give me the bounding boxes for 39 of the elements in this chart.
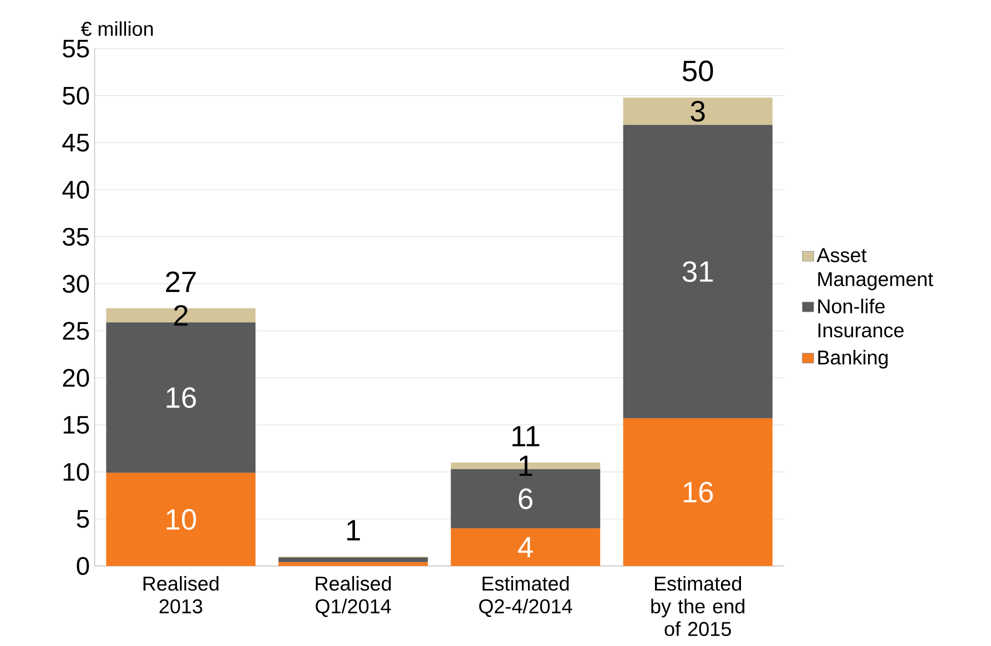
y-tick-label: 55	[62, 40, 89, 58]
data-label: 31	[682, 261, 713, 282]
y-tick-label: 40	[62, 180, 89, 199]
data-label: 6	[518, 488, 532, 510]
x-tick-label: Estimated Q2-4/2014	[479, 576, 572, 617]
bar	[278, 558, 428, 562]
data-label: 16	[166, 387, 196, 408]
y-tick-label: 50	[62, 86, 89, 105]
legend-label: Banking	[818, 350, 888, 369]
bar	[623, 124, 773, 418]
x-tick-label: Realised Q1/2014	[316, 576, 391, 617]
bar	[278, 562, 428, 566]
total-label: 1	[347, 520, 360, 540]
y-axis-title: € million	[80, 21, 153, 36]
total-label: 50	[682, 60, 713, 82]
legend-label: Asset Management	[816, 248, 934, 290]
y-tick-label: 5	[76, 510, 89, 528]
y-tick-label: 35	[62, 228, 89, 246]
x-tick-label: Estimated by the end of 2015	[651, 576, 744, 636]
y-tick-label: 10	[64, 462, 89, 481]
bar	[450, 528, 600, 566]
y-tick-label: 20	[63, 368, 89, 387]
bar	[623, 98, 773, 125]
total-label: 11	[512, 426, 540, 446]
legend-label: Non-life Insurance	[818, 298, 904, 338]
data-label: 16	[684, 482, 713, 503]
y-tick-label: 0	[76, 557, 89, 575]
y-tick-label: 30	[62, 274, 89, 293]
data-label: 2	[174, 305, 188, 326]
y-tick-label: 15	[64, 416, 89, 434]
bar	[106, 472, 256, 566]
total-label: 27	[166, 272, 196, 292]
y-tick-label: 45	[62, 134, 89, 152]
data-label: 10	[166, 509, 196, 530]
bar	[623, 418, 773, 566]
data-label: 3	[690, 100, 705, 122]
data-label: 4	[518, 537, 533, 558]
x-tick-label: Realised 2013	[144, 576, 218, 614]
y-tick-label: 25	[63, 322, 89, 340]
